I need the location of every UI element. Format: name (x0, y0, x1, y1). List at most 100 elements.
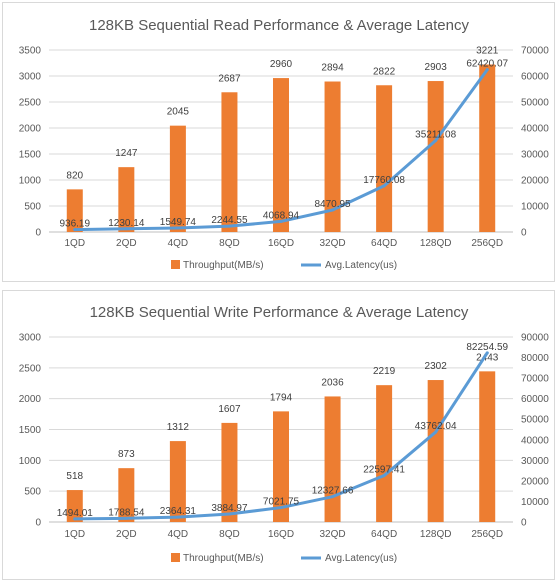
category-label: 8QD (219, 529, 240, 540)
latency-point (73, 228, 77, 232)
latency-point (434, 138, 438, 142)
category-label: 64QD (371, 238, 397, 249)
right-tick-label: 10000 (521, 202, 549, 213)
latency-point (124, 227, 128, 231)
category-label: 2QD (116, 529, 137, 540)
chart-title: 128KB Sequential Read Performance & Aver… (89, 17, 469, 34)
right-tick-label: 50000 (521, 98, 549, 109)
left-tick-label: 2000 (19, 124, 42, 135)
throughput-bar (479, 371, 496, 522)
category-label: 128QD (420, 529, 452, 540)
right-tick-label: 70000 (521, 374, 549, 385)
plot-area: 0500100015002000250030000100002000030000… (19, 333, 549, 541)
latency-point (485, 68, 489, 72)
category-label: 64QD (371, 529, 397, 540)
category-label: 256QD (471, 238, 503, 249)
left-tick-label: 3000 (19, 72, 42, 83)
latency-point (73, 517, 77, 521)
right-tick-label: 40000 (521, 435, 549, 446)
throughput-bar (273, 78, 289, 232)
category-label: 32QD (319, 238, 345, 249)
legend-line-label: Avg.Latency(us) (325, 260, 397, 271)
left-tick-label: 2000 (19, 394, 42, 405)
bar-data-label: 1312 (167, 422, 190, 433)
bar-data-label: 873 (118, 449, 135, 460)
throughput-bar (273, 411, 289, 522)
throughput-bar (376, 85, 393, 232)
left-tick-label: 1500 (19, 150, 42, 161)
bar-data-label: 820 (66, 170, 83, 181)
latency-point (279, 506, 283, 510)
left-tick-label: 500 (24, 202, 41, 213)
read-performance-chart: 128KB Sequential Read Performance & Aver… (2, 2, 555, 282)
throughput-bar (479, 64, 496, 232)
line-data-label: 1230.14 (108, 218, 145, 229)
bar-data-label: 1607 (218, 404, 241, 415)
latency-point (485, 351, 489, 355)
line-data-label: 7021.75 (263, 497, 300, 508)
line-data-label: 1494.01 (57, 508, 94, 519)
chart-legend: Throughput(MB/s) Avg.Latency(us) (171, 260, 397, 271)
bar-data-label: 2302 (425, 361, 448, 372)
throughput-bar (118, 468, 135, 522)
category-label: 4QD (168, 529, 189, 540)
latency-point (279, 219, 283, 223)
throughput-bar (169, 441, 186, 522)
latency-point (124, 516, 128, 520)
category-label: 128QD (420, 238, 452, 249)
right-tick-label: 20000 (521, 176, 549, 187)
right-tick-label: 70000 (521, 46, 549, 57)
right-tick-label: 20000 (521, 476, 549, 487)
throughput-bar (66, 490, 83, 522)
throughput-bar (169, 125, 186, 232)
chart-legend: Throughput(MB/s) Avg.Latency(us) (171, 553, 397, 564)
latency-point (382, 474, 386, 478)
latency-point (227, 512, 231, 516)
left-tick-label: 0 (35, 228, 41, 239)
category-label: 8QD (219, 238, 240, 249)
latency-point (176, 226, 180, 230)
bar-data-label: 2045 (167, 107, 190, 118)
throughput-bar (324, 396, 341, 522)
right-tick-label: 40000 (521, 124, 549, 135)
left-tick-label: 0 (35, 518, 41, 529)
left-tick-label: 1000 (19, 176, 42, 187)
throughput-bar (66, 189, 83, 232)
right-tick-label: 60000 (521, 72, 549, 83)
legend-line-label: Avg.Latency(us) (325, 553, 397, 564)
right-tick-label: 0 (521, 228, 527, 239)
throughput-bar (376, 385, 393, 522)
right-tick-label: 0 (521, 518, 527, 529)
line-data-label: 936.19 (59, 219, 90, 230)
category-label: 1QD (64, 529, 85, 540)
bar-data-label: 2687 (218, 73, 241, 84)
left-tick-label: 2500 (19, 98, 42, 109)
bar-data-label: 2960 (270, 59, 293, 70)
bar-data-label: 2822 (373, 66, 396, 77)
line-data-label: 2244.55 (211, 215, 248, 226)
legend-bar-swatch (171, 553, 180, 562)
legend-bar-label: Throughput(MB/s) (183, 553, 264, 564)
bar-data-label: 2443 (476, 352, 499, 363)
throughput-bar (221, 422, 238, 522)
left-tick-label: 1000 (19, 456, 42, 467)
bar-data-label: 518 (66, 471, 83, 482)
line-data-label: 62420.07 (466, 59, 508, 70)
chart-title: 128KB Sequential Write Performance & Ave… (90, 304, 469, 321)
left-tick-label: 3500 (19, 46, 42, 57)
right-tick-label: 30000 (521, 150, 549, 161)
line-data-label: 2364.31 (160, 506, 197, 517)
line-data-label: 1788.54 (108, 507, 145, 518)
category-label: 256QD (471, 529, 503, 540)
throughput-bar (427, 380, 444, 522)
category-label: 2QD (116, 238, 137, 249)
latency-point (331, 495, 335, 499)
line-data-label: 3884.97 (211, 503, 248, 514)
line-data-label: 4068.94 (263, 210, 300, 221)
right-tick-label: 10000 (521, 497, 549, 508)
right-tick-label: 50000 (521, 415, 549, 426)
bar-data-label: 2219 (373, 366, 396, 377)
right-tick-label: 90000 (521, 333, 549, 344)
category-label: 4QD (168, 238, 189, 249)
latency-point (227, 224, 231, 228)
